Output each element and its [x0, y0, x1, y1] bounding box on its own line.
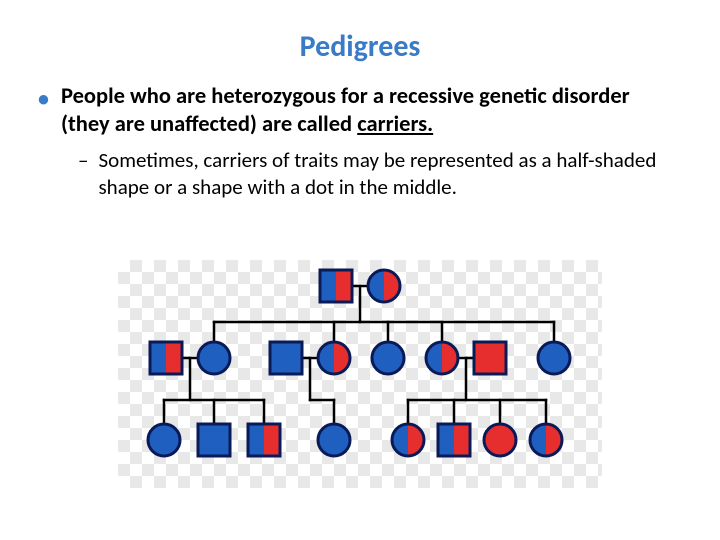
content-area: • People who are heterozygous for a rece… — [0, 83, 720, 200]
bullet-dash-icon: – — [78, 147, 88, 173]
bullet-dot-icon: • — [38, 85, 49, 113]
bullet-sub-text: Sometimes, carriers of traits may be rep… — [98, 147, 682, 200]
pedigree-diagram — [118, 260, 602, 488]
bullet-sub: – Sometimes, carriers of traits may be r… — [78, 147, 682, 200]
pedigree-svg — [118, 260, 602, 488]
bullet-main-pre: People who are heterozygous for a recess… — [61, 83, 630, 138]
page-title: Pedigrees — [0, 0, 720, 83]
bullet-main: • People who are heterozygous for a rece… — [38, 83, 682, 139]
bullet-main-underlined: carriers. — [357, 111, 433, 138]
bullet-main-text: People who are heterozygous for a recess… — [61, 83, 682, 139]
